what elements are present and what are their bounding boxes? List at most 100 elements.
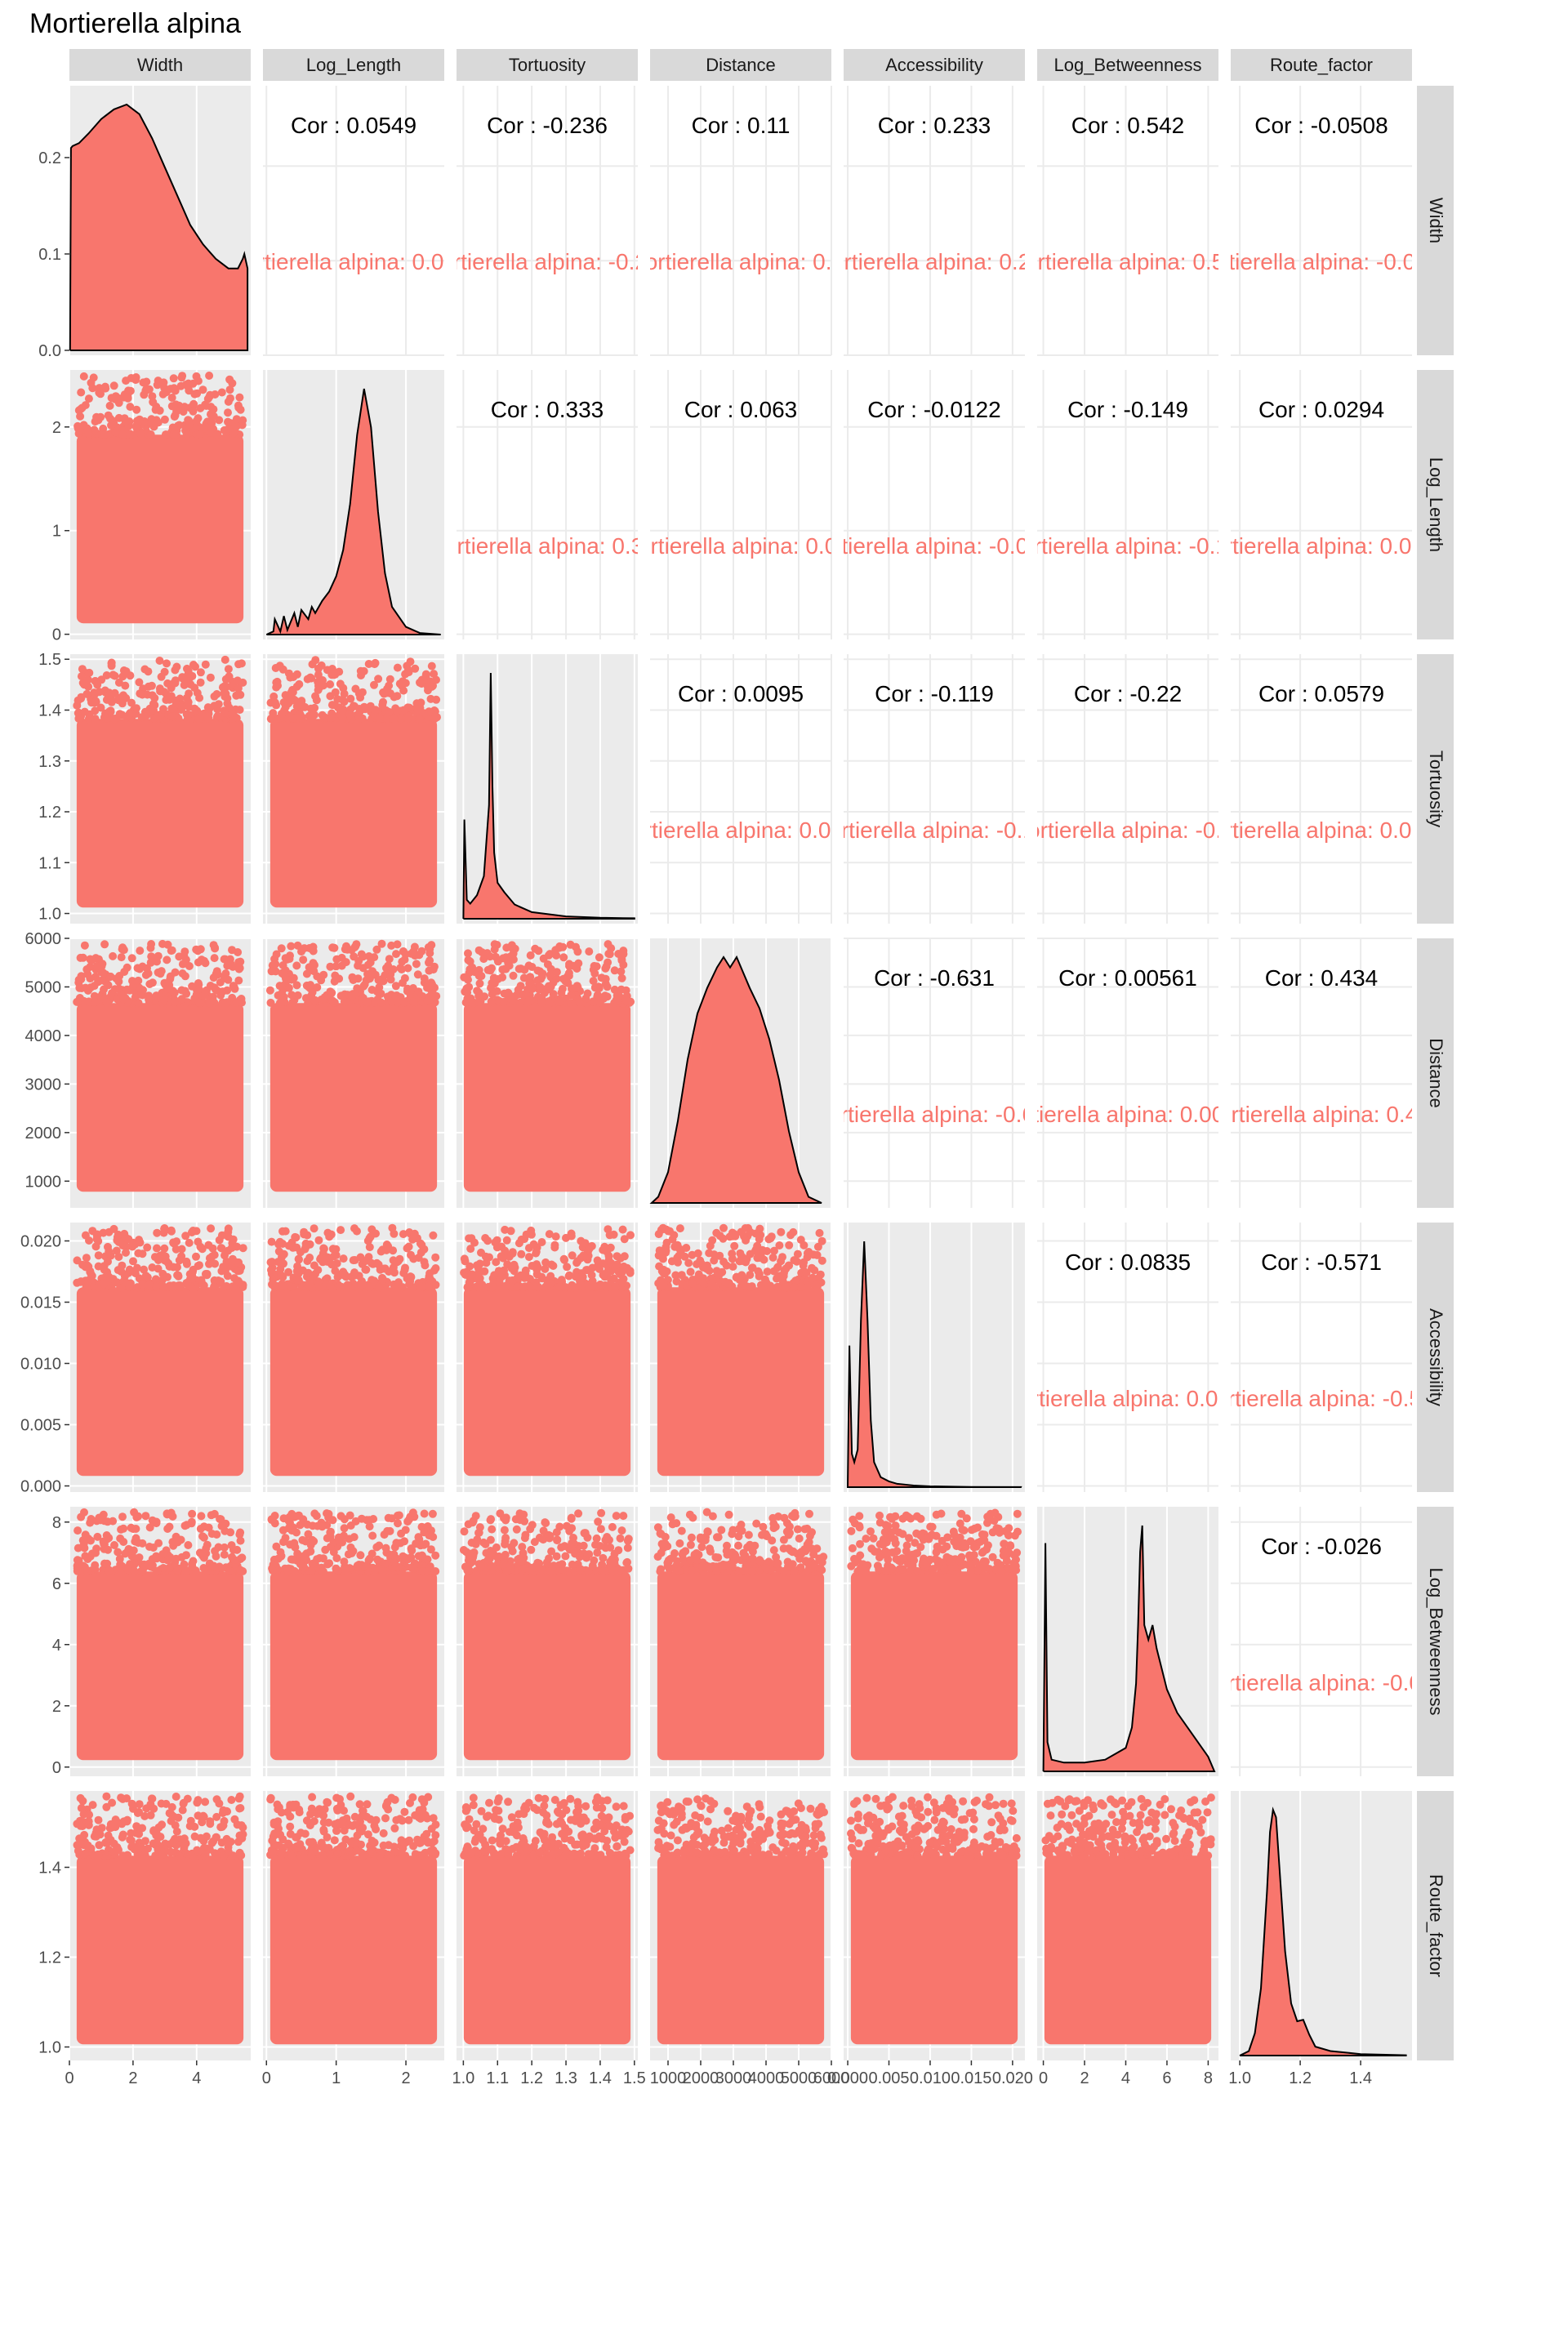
x-tick-label: 0	[262, 2069, 271, 2087]
x-tick-label: 2	[401, 2069, 410, 2087]
density-curve	[649, 955, 822, 1204]
x-tick-label: 0.010	[910, 2069, 951, 2087]
panel-6-5: 0 2 4 6 8	[1037, 1791, 1218, 2087]
panel-4-6: Cor : -0.571 Mortierella alpina: -0.571	[1231, 1223, 1412, 1492]
y-tick-label: 1.1	[38, 854, 61, 872]
scatter-points	[653, 1794, 828, 2045]
scatter-points	[1041, 1793, 1215, 2045]
column-strip-label: Distance	[706, 55, 776, 75]
group-correlation-label: Mortierella alpina: -0.0122	[802, 533, 1067, 559]
x-tick-label: 0.020	[992, 2069, 1033, 2087]
panel-5-6: Cor : -0.026 Mortierella alpina: -0.026	[1231, 1507, 1412, 1776]
x-tick-label: 3000	[715, 2069, 752, 2087]
y-tick-label: 6000	[25, 930, 62, 948]
row-strip-log-betweenness: Log_Betweenness	[1417, 1507, 1454, 1776]
density-curve	[462, 672, 635, 920]
correlation-label: Cor : -0.22	[1074, 681, 1182, 706]
density-curve	[846, 1241, 1022, 1488]
row-strip-width: Width	[1417, 86, 1454, 355]
group-correlation-label: Mortierella alpina: 0.063	[619, 533, 863, 559]
row-strip-label: Log_Length	[1426, 457, 1446, 552]
group-correlation-label: Mortierella alpina: 0.0095	[612, 817, 869, 843]
column-strip-label: Accessibility	[885, 55, 983, 75]
panel-5-3	[650, 1507, 832, 1776]
panel-3-5: Cor : 0.00561 Mortierella alpina: 0.00561	[993, 938, 1263, 1208]
correlation-label: Cor : -0.631	[874, 965, 995, 991]
correlation-label: Cor : -0.026	[1261, 1534, 1382, 1559]
column-strip-label: Tortuosity	[509, 55, 586, 75]
correlation-label: Cor : 0.333	[491, 397, 604, 422]
correlation-label: Cor : 0.0095	[678, 681, 804, 706]
column-strip-label: Log_Length	[306, 55, 401, 75]
y-tick-label: 8	[52, 1514, 61, 1532]
scatter-points	[653, 1508, 828, 1761]
panel-6-1: 0 1 2	[262, 1791, 444, 2087]
x-tick-label: 0.000	[827, 2069, 868, 2087]
x-tick-label: 0.005	[868, 2069, 909, 2087]
scatter-points	[73, 1224, 247, 1477]
group-correlation-label: Mortierella alpina: -0.631	[808, 1102, 1060, 1127]
scatter-points	[73, 939, 246, 1192]
x-tick-label: 4	[1121, 2069, 1130, 2087]
group-correlation-label: Mortierella alpina: 0.0294	[1193, 533, 1450, 559]
column-strip-label: Log_Betweenness	[1054, 55, 1201, 75]
y-tick-label: 1.4	[38, 702, 61, 719]
panel-4-2	[457, 1223, 638, 1492]
correlation-label: Cor : 0.0579	[1258, 681, 1384, 706]
panel-1-2: Cor : 0.333 Mortierella alpina: 0.333	[425, 370, 670, 639]
panel-5-2	[457, 1507, 638, 1776]
x-tick-label: 0	[65, 2069, 74, 2087]
panel-0-1: Cor : 0.0549 Mortierella alpina: 0.0549	[263, 86, 444, 356]
y-tick-label: 1	[52, 523, 61, 541]
x-tick-label: 4000	[748, 2069, 785, 2087]
panel-1-1	[263, 370, 444, 639]
x-tick-label: 4	[192, 2069, 201, 2087]
correlation-label: Cor : -0.0508	[1254, 113, 1388, 138]
density-curve	[265, 388, 441, 635]
panel-4-0: 0.000 0.005 0.010 0.015 0.020	[20, 1223, 251, 1496]
group-correlation-label: Mortierella alpina: 0.11	[626, 249, 855, 274]
y-tick-label: 1.2	[38, 1949, 61, 1967]
x-tick-label: 6000	[813, 2069, 850, 2087]
panel-5-4	[844, 1507, 1025, 1776]
column-strip-log-betweenness: Log_Betweenness	[1037, 49, 1218, 81]
scatter-points	[266, 1792, 440, 2045]
group-correlation-label: Mortierella alpina: -0.22	[1009, 817, 1248, 843]
column-strip-route-factor: Route_factor	[1231, 49, 1412, 81]
correlation-label: Cor : -0.119	[875, 681, 994, 706]
row-strip-route-factor: Route_factor	[1417, 1791, 1454, 2060]
scatter-points	[460, 940, 635, 1192]
panel-2-5: Cor : -0.22 Mortierella alpina: -0.22	[1009, 654, 1248, 924]
panel-grid: Width Log_Length Tortuosity Distance Accessi…	[20, 49, 1454, 2087]
y-tick-label: 4000	[25, 1027, 62, 1045]
y-tick-label: 0.020	[20, 1233, 61, 1251]
y-tick-label: 1.3	[38, 753, 61, 771]
row-strip-tortuosity: Tortuosity	[1417, 654, 1454, 924]
x-tick-label: 1.2	[520, 2069, 543, 2087]
scatter-points	[847, 1508, 1022, 1761]
column-strip-accessibility: Accessibility	[844, 49, 1025, 81]
panel-0-3: Cor : 0.11 Mortierella alpina: 0.11	[626, 86, 855, 356]
y-tick-label: 2	[52, 419, 61, 437]
row-strip-label: Route_factor	[1426, 1874, 1446, 1977]
group-correlation-label: Mortierella alpina: 0.00561	[993, 1102, 1263, 1127]
group-correlation-label: Mortierella alpina: 0.333	[425, 533, 670, 559]
group-correlation-label: Mortierella alpina: -0.119	[809, 817, 1059, 843]
x-tick-label: 1.0	[452, 2069, 474, 2087]
y-tick-label: 3000	[25, 1076, 62, 1094]
x-tick-label: 0	[1039, 2069, 1048, 2087]
scatter-points	[266, 1223, 440, 1477]
column-strip-label: Width	[137, 55, 183, 75]
correlation-label: Cor : 0.11	[692, 113, 791, 138]
panel-6-2: 1.0 1.1 1.2 1.3 1.4 1.5	[452, 1791, 646, 2087]
x-tick-label: 1.1	[486, 2069, 509, 2087]
panel-3-4: Cor : -0.631 Mortierella alpina: -0.631	[808, 938, 1060, 1208]
row-strip-log-length: Log_Length	[1417, 370, 1454, 639]
scatter-points	[459, 1508, 633, 1761]
group-correlation-label: Mortierella alpina: 0.0835	[1000, 1386, 1256, 1411]
panel-4-5: Cor : 0.0835 Mortierella alpina: 0.0835	[1000, 1223, 1256, 1492]
y-tick-label: 1000	[25, 1173, 62, 1191]
correlation-label: Cor : -0.149	[1067, 397, 1188, 422]
column-strip-distance: Distance	[650, 49, 831, 81]
